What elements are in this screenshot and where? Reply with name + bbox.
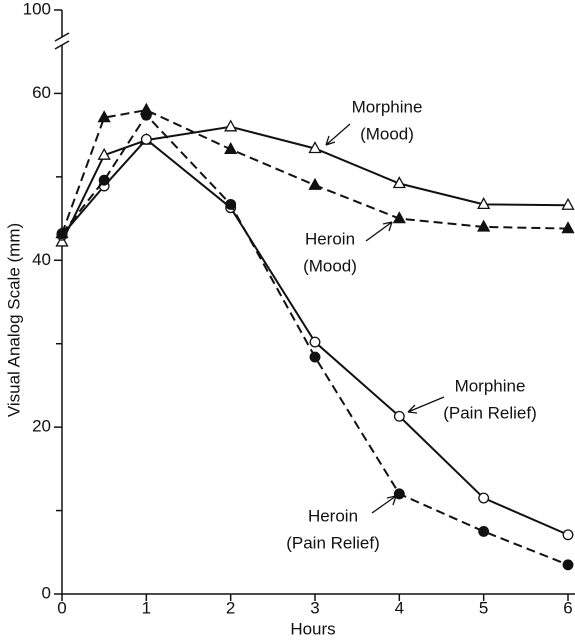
- series-line: [61, 125, 569, 243]
- marker: [392, 211, 406, 224]
- annotation: Morphine: [455, 376, 526, 395]
- annotation-arrows: [325, 123, 445, 514]
- annotation: Morphine: [352, 97, 423, 116]
- y-tick-label: 40: [32, 250, 51, 269]
- annotation: (Mood): [303, 256, 357, 275]
- annotation: Heroin: [308, 506, 358, 525]
- annotation: (Mood): [360, 124, 414, 143]
- axis-break: [54, 40, 70, 50]
- marker: [393, 410, 405, 422]
- marker: [140, 133, 152, 145]
- marker: [55, 234, 69, 247]
- x-tick-label: 5: [479, 598, 488, 617]
- marker: [308, 141, 322, 154]
- series-line: [61, 109, 569, 234]
- marker: [56, 228, 68, 240]
- marker: [308, 177, 322, 190]
- annotation: (Pain Relief): [443, 403, 537, 422]
- arrow: [325, 123, 351, 146]
- y-tick-label: 20: [32, 417, 51, 436]
- arrow: [371, 495, 397, 514]
- x-tick-label: 4: [395, 598, 404, 617]
- marker: [477, 197, 491, 210]
- x-axis-label: Hours: [290, 619, 335, 638]
- y-tick-label: 100: [23, 0, 51, 18]
- x-tick-label: 6: [563, 598, 572, 617]
- x-tick-label: 1: [142, 598, 151, 617]
- marker: [224, 141, 238, 154]
- marker: [561, 197, 575, 210]
- marker: [562, 529, 574, 541]
- marker: [562, 559, 574, 571]
- marker: [225, 198, 237, 210]
- marker: [224, 119, 238, 132]
- marker: [478, 525, 490, 537]
- axis-break: [54, 32, 70, 42]
- y-tick-label: 60: [32, 83, 51, 102]
- arrow: [365, 221, 393, 242]
- marker: [478, 492, 490, 504]
- series-line: [61, 113, 569, 566]
- marker: [97, 147, 111, 160]
- marker: [477, 219, 491, 232]
- series-line: [61, 137, 569, 536]
- annotation: (Pain Relief): [286, 533, 380, 552]
- marker: [309, 351, 321, 363]
- x-tick-label: 3: [310, 598, 319, 617]
- marker: [97, 110, 111, 123]
- x-tick-label: 2: [226, 598, 235, 617]
- x-tick-label: 0: [57, 598, 66, 617]
- marker: [392, 176, 406, 189]
- marker: [393, 488, 405, 500]
- marker: [140, 109, 152, 121]
- arrow: [407, 396, 445, 414]
- annotation: Heroin: [305, 229, 355, 248]
- marker: [98, 174, 110, 186]
- y-axis-label: Visual Analog Scale (mm): [4, 223, 23, 417]
- y-tick-label: 0: [42, 583, 51, 602]
- marker: [561, 221, 575, 234]
- marker: [309, 336, 321, 348]
